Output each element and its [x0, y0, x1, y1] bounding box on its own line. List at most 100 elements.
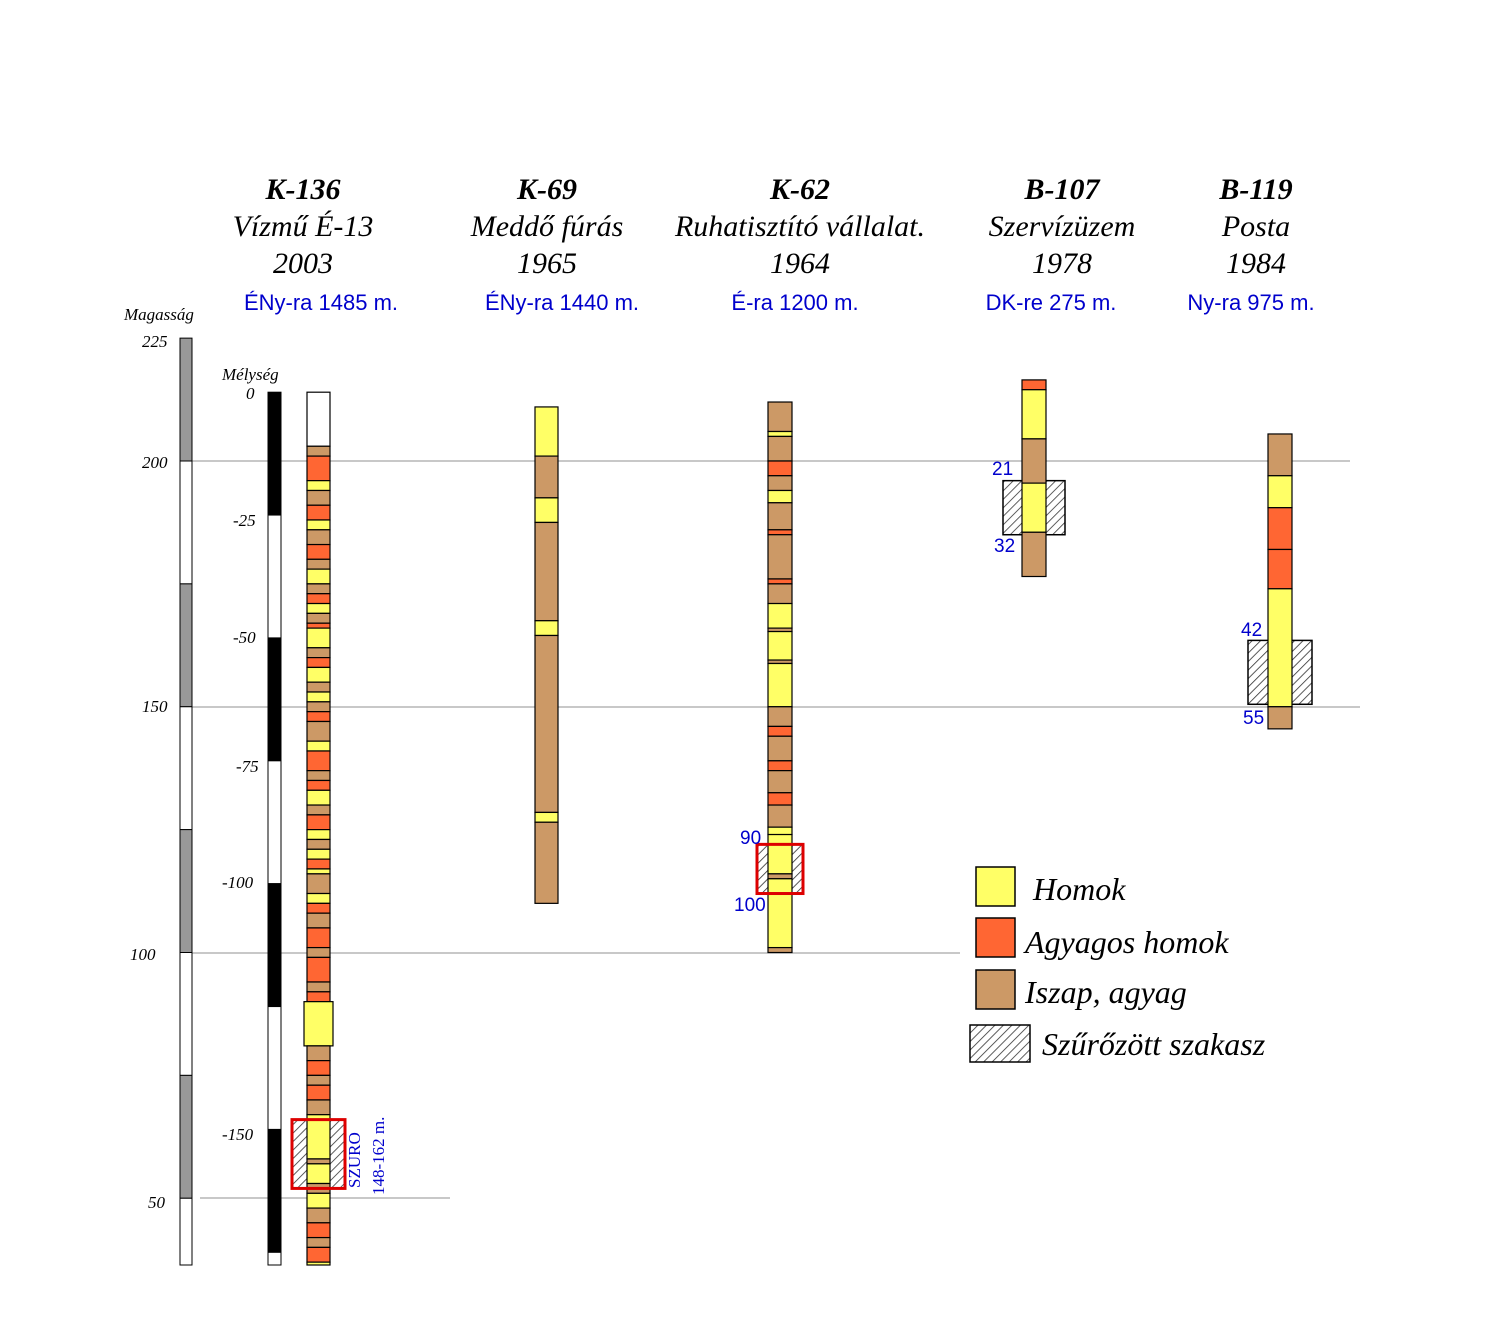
- layer-homok: [306, 691, 331, 703]
- layer-homok: [306, 740, 331, 752]
- well-header-b119: B-119 Posta 1984 Ny-ra 975 m.: [1187, 173, 1314, 315]
- screen-top-label-b107: 21: [992, 459, 1013, 480]
- legend-swatch-agyagos-homok: [975, 917, 1016, 958]
- layer-ures: [306, 391, 331, 447]
- depth-scale-block: [267, 514, 282, 639]
- layer-iszap-agyag: [306, 720, 331, 742]
- layer-homok: [306, 602, 331, 614]
- layer-iszap-agyag: [767, 475, 793, 492]
- layer-homok: [306, 1114, 331, 1160]
- layer-homok: [306, 1192, 331, 1209]
- borehole-column-k62: [755, 401, 805, 954]
- layer-homok: [306, 892, 331, 904]
- layer-homok: [306, 848, 331, 860]
- well-distance: ÉNy-ra 1440 m.: [485, 290, 639, 315]
- layer-agyagos-homok: [306, 593, 331, 605]
- layer-homok: [1021, 389, 1047, 440]
- legend-label-homok: Homok: [1032, 871, 1126, 907]
- layer-agyagos-homok: [1267, 548, 1293, 590]
- screen-bottom-label-k62: 100: [734, 895, 766, 916]
- layer-agyagos-homok: [306, 711, 331, 723]
- layer-homok: [767, 489, 793, 504]
- well-id: K-136: [265, 173, 341, 206]
- screen-bottom-label-b119: 55: [1243, 708, 1264, 729]
- layer-iszap-agyag: [1267, 706, 1293, 730]
- well-site: Ruhatisztító vállalat.: [674, 210, 925, 243]
- elevation-scale-block: [179, 460, 193, 585]
- layer-agyagos-homok: [306, 750, 331, 772]
- layer-iszap-agyag: [767, 706, 793, 728]
- layer-homok: [306, 829, 331, 841]
- elev-tick-50: 50: [148, 1193, 166, 1212]
- layer-iszap-agyag: [534, 521, 559, 622]
- elevation-scale-block: [179, 1197, 193, 1266]
- layer-agyagos-homok: [767, 792, 793, 806]
- layer-homok: [534, 406, 559, 457]
- well-site: Vízmű É-13: [233, 210, 374, 243]
- well-year: 1984: [1226, 247, 1286, 280]
- depth-tick-150: -150: [222, 1125, 254, 1144]
- depth-scale-block: [267, 391, 282, 516]
- well-distance: DK-re 275 m.: [986, 290, 1117, 315]
- layer-homok: [1021, 482, 1047, 533]
- layer-homok: [767, 662, 793, 708]
- screen-note-interval: 148-162 m.: [369, 1117, 388, 1195]
- layer-agyagos-homok: [306, 1084, 331, 1101]
- layer-homok: [534, 620, 559, 637]
- layer-iszap-agyag: [1021, 438, 1047, 484]
- legend: Homok Agyagos homok Iszap, agyag Szűrőzö…: [969, 866, 1266, 1063]
- layer-iszap-agyag: [767, 873, 793, 880]
- layer-iszap-agyag: [306, 1236, 331, 1248]
- layer-iszap-agyag: [767, 735, 793, 762]
- layer-agyagos-homok: [767, 725, 793, 737]
- screen-frame: [755, 842, 805, 896]
- layer-iszap-agyag: [767, 502, 793, 531]
- layer-agyagos-homok: [306, 455, 331, 482]
- layer-iszap-agyag: [534, 455, 559, 499]
- depth-tick-50: -50: [233, 628, 256, 647]
- well-id: K-69: [516, 173, 577, 206]
- layer-iszap-agyag: [306, 946, 331, 959]
- layer-agyagos-homok: [306, 779, 331, 791]
- layer-homok: [306, 789, 331, 806]
- layer-iszap-agyag: [306, 1074, 331, 1086]
- layer-iszap-agyag: [306, 445, 331, 457]
- layer-iszap-agyag: [534, 821, 559, 904]
- screen-top-label-k62: 90: [740, 828, 761, 849]
- elevation-scale-block: [179, 337, 193, 462]
- layer-iszap-agyag: [767, 583, 793, 605]
- legend-swatch-homok: [975, 866, 1016, 907]
- layer-homok: [306, 519, 331, 531]
- depth-tick-25: -25: [233, 511, 256, 530]
- layer-homok: [306, 1163, 331, 1185]
- well-header-k136: K-136 Vízmű É-13 2003 ÉNy-ra 1485 m.: [233, 173, 398, 315]
- layer-homok: [306, 1261, 331, 1266]
- elevation-scale-block: [179, 829, 193, 953]
- depth-scale-bar: [267, 391, 282, 1266]
- well-header-k62: K-62 Ruhatisztító vállalat. 1964 É-ra 12…: [674, 173, 925, 315]
- depth-scale-block: [267, 760, 282, 885]
- layer-homok: [1267, 475, 1293, 509]
- layer-iszap-agyag: [306, 912, 331, 929]
- layer-homok: [767, 430, 793, 438]
- borehole-column-k136: [290, 391, 347, 1266]
- layer-homok: [306, 666, 331, 683]
- screen-top-label-b119: 42: [1241, 620, 1262, 641]
- layer-iszap-agyag: [306, 981, 331, 993]
- layer-iszap-agyag: [306, 612, 331, 624]
- layer-iszap-agyag: [767, 534, 793, 580]
- layer-iszap-agyag: [306, 489, 331, 506]
- layer-iszap-agyag: [534, 634, 559, 814]
- well-id: B-119: [1218, 173, 1292, 206]
- layer-homok: [767, 878, 793, 949]
- elevation-axis-title: Magasság: [123, 305, 194, 324]
- layer-homok: [306, 868, 331, 875]
- screen-bottom-label-b107: 32: [994, 536, 1015, 557]
- well-year: 1965: [517, 247, 577, 280]
- layer-iszap-agyag: [306, 873, 331, 895]
- layer-agyagos-homok: [306, 504, 331, 521]
- layer-iszap-agyag: [306, 558, 331, 570]
- layer-agyagos-homok: [306, 858, 331, 870]
- well-distance: ÉNy-ra 1485 m.: [244, 290, 398, 315]
